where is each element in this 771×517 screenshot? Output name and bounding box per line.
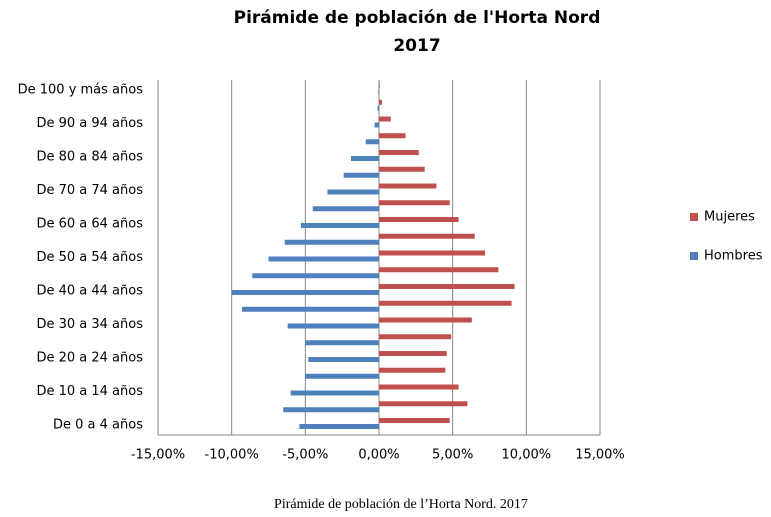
bar (379, 300, 512, 306)
bar (379, 384, 459, 390)
chart-title: Pirámide de población de l'Horta Nord (234, 8, 601, 28)
bar (305, 373, 379, 379)
bar (284, 239, 379, 245)
y-tick-label: De 70 a 74 años (36, 183, 143, 198)
legend-label: Hombres (704, 249, 763, 264)
caption: Pirámide de población de l’Horta Nord. 2… (274, 497, 528, 512)
bar (312, 206, 379, 212)
x-tick-label: -10,00% (205, 448, 259, 463)
y-tick-label: De 50 a 54 años (36, 250, 143, 265)
y-tick-label: De 40 a 44 años (36, 284, 143, 299)
bar (379, 317, 472, 323)
bar (379, 116, 391, 122)
legend-label: Mujeres (704, 210, 755, 225)
y-tick-label: De 80 a 84 años (36, 150, 143, 165)
bar (379, 401, 468, 407)
bar (379, 133, 406, 139)
bar (379, 83, 380, 88)
bar (379, 367, 446, 373)
x-tick-label: -15,00% (131, 448, 185, 463)
bar (305, 340, 379, 346)
bar (379, 267, 499, 273)
bar (379, 183, 437, 189)
bar (299, 424, 379, 429)
legend-swatch (690, 252, 698, 260)
bar (379, 150, 419, 155)
x-tick-label: -5,00% (282, 448, 328, 463)
y-tick-label: De 100 y más años (18, 83, 144, 98)
bar (377, 105, 379, 111)
bar (378, 89, 379, 94)
bar (231, 290, 379, 295)
bar (268, 256, 379, 262)
x-tick-label: 5,00% (432, 448, 473, 463)
bar (287, 323, 379, 329)
x-tick-label: 15,00% (575, 448, 625, 463)
x-tick-label: 10,00% (502, 448, 552, 463)
bar (300, 223, 379, 228)
bar (379, 233, 475, 239)
bar (379, 99, 382, 105)
bar (343, 172, 379, 178)
bar (290, 390, 379, 396)
bar (379, 217, 459, 222)
y-tick-label: De 20 a 24 años (36, 351, 143, 366)
bar (283, 407, 379, 413)
bar (327, 189, 379, 195)
bar (252, 273, 379, 279)
y-tick-label: De 10 a 14 años (36, 384, 143, 399)
bar (379, 200, 450, 206)
x-tick-label: 0,00% (358, 448, 399, 463)
legend-swatch (690, 213, 698, 221)
bar (351, 156, 379, 161)
bar (379, 334, 452, 340)
bar (379, 250, 486, 256)
bar (379, 166, 425, 172)
bar (379, 284, 515, 289)
bar (379, 418, 450, 423)
y-tick-label: De 0 a 4 años (53, 418, 143, 433)
chart-subtitle: 2017 (393, 36, 440, 56)
y-tick-label: De 60 a 64 años (36, 217, 143, 232)
bar (379, 351, 447, 356)
bar (374, 122, 379, 128)
bar (308, 357, 379, 362)
bar (365, 139, 379, 145)
y-tick-label: De 90 a 94 años (36, 116, 143, 131)
bar (241, 306, 379, 312)
y-tick-label: De 30 a 34 años (36, 317, 143, 332)
